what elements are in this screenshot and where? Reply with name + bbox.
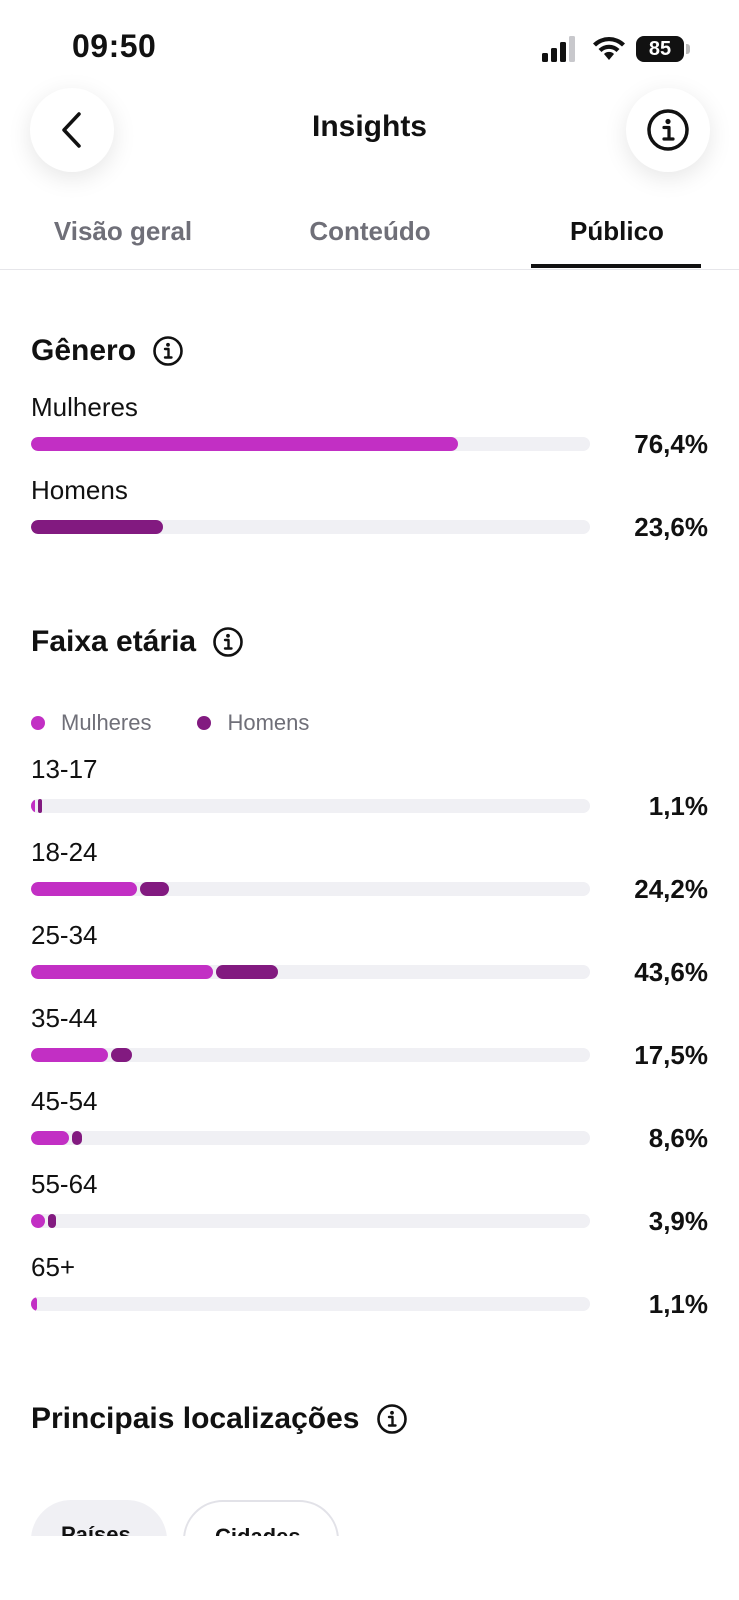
age-percent: 24,2% [634, 874, 708, 904]
age-bar-track [31, 1297, 590, 1311]
age-bar-men [72, 1131, 83, 1145]
gender-title-text: Gênero [31, 334, 137, 367]
active-tab-indicator [531, 264, 701, 268]
age-bar-track [31, 882, 590, 896]
age-percent: 1,1% [648, 791, 708, 821]
age-label: 25-34 [31, 920, 98, 950]
back-button[interactable] [30, 88, 114, 172]
age-bar-track [31, 799, 590, 813]
battery-icon: 85 [636, 36, 690, 62]
age-label: 35-44 [31, 1003, 98, 1033]
age-section-title: Faixa etária [31, 625, 244, 659]
age-bar-women [31, 965, 214, 979]
age-bar-women [31, 1131, 69, 1145]
gender-bar-men [31, 520, 163, 534]
battery-level: 85 [636, 36, 684, 62]
gender-section-title: Gênero [31, 334, 184, 368]
age-label: 65+ [31, 1252, 76, 1282]
legend-label-women: Mulheres [61, 710, 152, 735]
age-label: 13-17 [31, 754, 98, 784]
locations-title-text: Principais localizações [31, 1402, 360, 1435]
gender-label-men: Homens [31, 475, 128, 505]
status-time: 09:50 [72, 28, 157, 64]
age-label: 18-24 [31, 837, 98, 867]
age-title-text: Faixa etária [31, 625, 197, 658]
age-percent: 8,6% [648, 1123, 708, 1153]
age-bar-women [31, 882, 138, 896]
age-bar-men [38, 799, 42, 813]
gender-percent-men: 23,6% [634, 512, 708, 542]
gender-info-icon[interactable] [152, 335, 184, 367]
header: Insights [0, 88, 739, 174]
age-label: 45-54 [31, 1086, 98, 1116]
page-title: Insights [311, 110, 427, 143]
age-label: 55-64 [31, 1169, 98, 1199]
gender-bar-women [31, 437, 459, 451]
gender-label-women: Mulheres [31, 392, 138, 422]
age-info-icon[interactable] [212, 626, 244, 658]
age-bar-women [31, 1297, 38, 1311]
chevron-left-icon [62, 112, 81, 148]
tab-audience[interactable]: Público [570, 216, 664, 246]
locations-section-title: Principais localizações [31, 1402, 408, 1436]
tab-content[interactable]: Conteúdo [309, 216, 431, 246]
age-bar-men [111, 1048, 132, 1062]
info-icon [647, 109, 689, 151]
age-bar-women [31, 1048, 109, 1062]
age-bar-track [31, 965, 590, 979]
age-bar-track [31, 1131, 590, 1145]
age-bar-men [47, 1214, 56, 1228]
gender-percent-women: 76,4% [634, 429, 708, 459]
age-legend: Mulheres Homens [31, 710, 355, 736]
legend-dot-men [197, 716, 212, 730]
tab-overview[interactable]: Visão geral [53, 216, 193, 246]
age-percent: 1,1% [648, 1289, 708, 1319]
age-bar-men [140, 882, 170, 896]
age-bar-track [31, 1214, 590, 1228]
info-button[interactable] [626, 88, 710, 172]
bottom-cutoff [0, 1536, 739, 1600]
wifi-icon [593, 37, 625, 60]
cellular-signal-icon [542, 36, 575, 62]
legend-dot-women [31, 716, 45, 730]
age-bar-women [31, 1214, 45, 1228]
legend-item-women: Mulheres [31, 710, 151, 736]
age-percent: 3,9% [648, 1206, 708, 1236]
age-percent: 17,5% [634, 1040, 708, 1070]
tab-bar: Visão geral Conteúdo Público [0, 200, 739, 270]
legend-label-men: Homens [227, 710, 310, 735]
locations-info-icon[interactable] [376, 1403, 408, 1435]
age-bar-men [216, 965, 278, 979]
age-percent: 43,6% [634, 957, 708, 987]
gender-bar-track-men [31, 520, 590, 534]
legend-item-men: Homens [197, 710, 309, 736]
age-bar-track [31, 1048, 590, 1062]
status-bar: 09:50 85 [0, 0, 739, 80]
gender-bar-track-women [31, 437, 590, 451]
age-bar-women [31, 799, 35, 813]
